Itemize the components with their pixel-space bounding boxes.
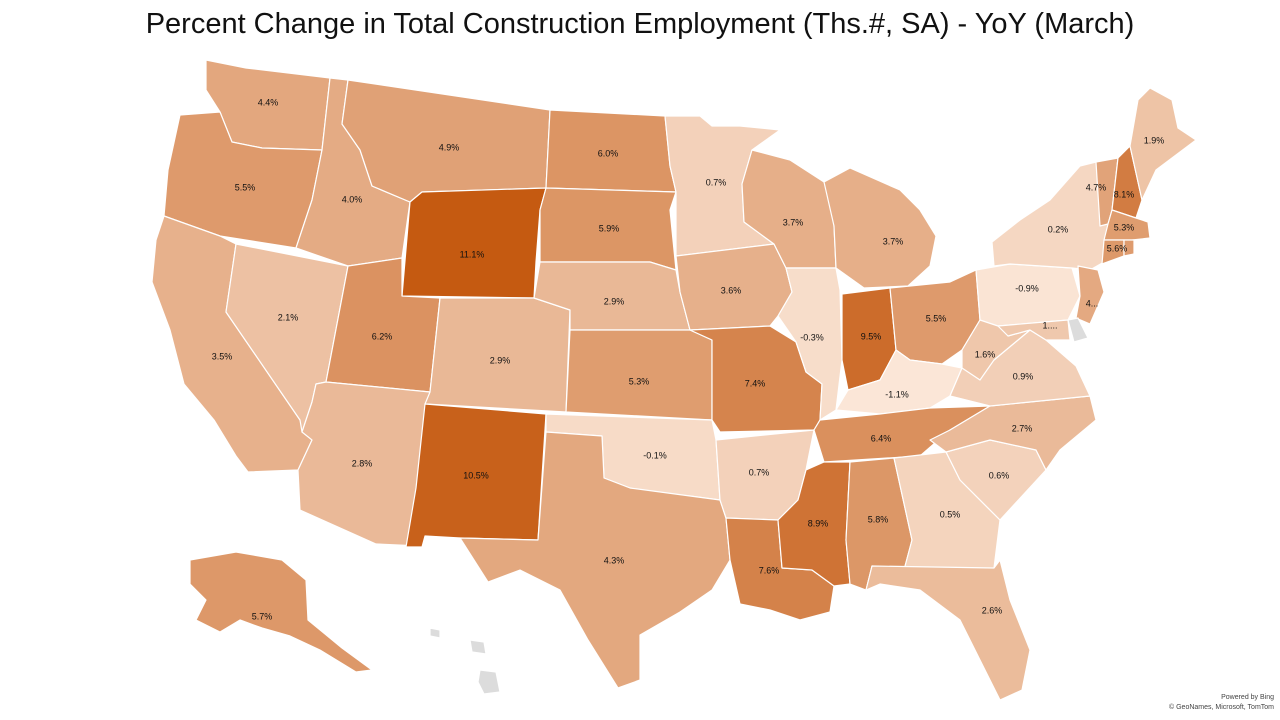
state-label-mn: 0.7%: [706, 177, 727, 187]
state-label-wy: 11.1%: [460, 249, 485, 259]
state-me[interactable]: [1129, 87, 1197, 201]
state-ak[interactable]: [189, 551, 373, 673]
state-label-va: 0.9%: [1013, 371, 1034, 381]
state-nj[interactable]: [1075, 265, 1105, 325]
state-label-me: 1.9%: [1144, 135, 1165, 145]
state-label-nh: 8.1%: [1114, 189, 1135, 199]
state-label-ne: 2.9%: [604, 296, 625, 306]
page-title: Percent Change in Total Construction Emp…: [145, 8, 1135, 40]
state-nm[interactable]: [405, 403, 547, 548]
state-pa[interactable]: [975, 263, 1081, 327]
state-label-ar: 0.7%: [749, 467, 770, 477]
map-credits-text: © GeoNames, Microsoft, TomTom: [1169, 704, 1274, 711]
state-md[interactable]: [997, 319, 1071, 341]
state-label-sd: 5.9%: [599, 223, 620, 233]
state-label-ny: 0.2%: [1048, 224, 1069, 234]
state-de[interactable]: [1067, 317, 1089, 343]
state-ny[interactable]: [991, 161, 1111, 271]
state-label-vt: 4.7%: [1086, 182, 1107, 192]
state-mt[interactable]: [341, 79, 551, 203]
state-label-la: 7.6%: [759, 565, 780, 575]
state-label-pa: -0.9%: [1015, 283, 1039, 293]
state-label-ct: 5.6%: [1107, 243, 1128, 253]
state-label-fl: 2.6%: [982, 605, 1003, 615]
state-label-wi: 3.7%: [783, 217, 804, 227]
state-label-md: 1....: [1042, 320, 1057, 330]
state-label-ia: 3.6%: [721, 285, 742, 295]
state-label-ms: 8.9%: [808, 518, 829, 528]
state-label-id: 4.0%: [342, 194, 363, 204]
state-label-ak: 5.7%: [252, 611, 273, 621]
state-label-nc: 2.7%: [1012, 423, 1033, 433]
state-label-ga: 0.5%: [940, 509, 961, 519]
state-label-mi: 3.7%: [883, 236, 904, 246]
state-label-nj: 4...: [1086, 298, 1099, 308]
state-il[interactable]: [777, 267, 843, 421]
state-label-wa: 4.4%: [258, 97, 279, 107]
state-label-ca: 3.5%: [212, 351, 233, 361]
state-label-az: 2.8%: [352, 458, 373, 468]
state-ri[interactable]: [1123, 239, 1135, 257]
state-label-tx: 4.3%: [604, 555, 625, 565]
state-label-or: 5.5%: [235, 182, 256, 192]
state-label-co: 2.9%: [490, 355, 511, 365]
state-tx[interactable]: [459, 431, 731, 689]
state-label-nd: 6.0%: [598, 148, 619, 158]
state-label-nm: 10.5%: [463, 470, 489, 480]
state-label-wv: 1.6%: [975, 349, 996, 359]
powered-by-text: Powered by Bing: [1221, 694, 1274, 701]
state-label-mo: 7.4%: [745, 378, 766, 388]
state-label-ok: -0.1%: [643, 450, 667, 460]
state-hi[interactable]: [429, 627, 501, 695]
state-wy[interactable]: [401, 187, 547, 299]
state-label-ks: 5.3%: [629, 376, 650, 386]
state-nc[interactable]: [929, 395, 1097, 471]
state-label-tn: 6.4%: [871, 433, 892, 443]
state-nh[interactable]: [1111, 145, 1143, 219]
state-fl[interactable]: [865, 559, 1031, 701]
state-label-il: -0.3%: [800, 332, 824, 342]
state-label-sc: 0.6%: [989, 470, 1010, 480]
state-label-ky: -1.1%: [885, 389, 909, 399]
state-label-oh: 5.5%: [926, 313, 947, 323]
state-label-al: 5.8%: [868, 514, 889, 524]
state-label-ut: 6.2%: [372, 331, 393, 341]
state-label-ma: 5.3%: [1114, 222, 1135, 232]
state-label-mt: 4.9%: [439, 142, 460, 152]
state-ks[interactable]: [565, 329, 713, 421]
state-label-in: 9.5%: [861, 331, 882, 341]
state-mi[interactable]: [823, 167, 937, 289]
state-label-nv: 2.1%: [278, 312, 299, 322]
